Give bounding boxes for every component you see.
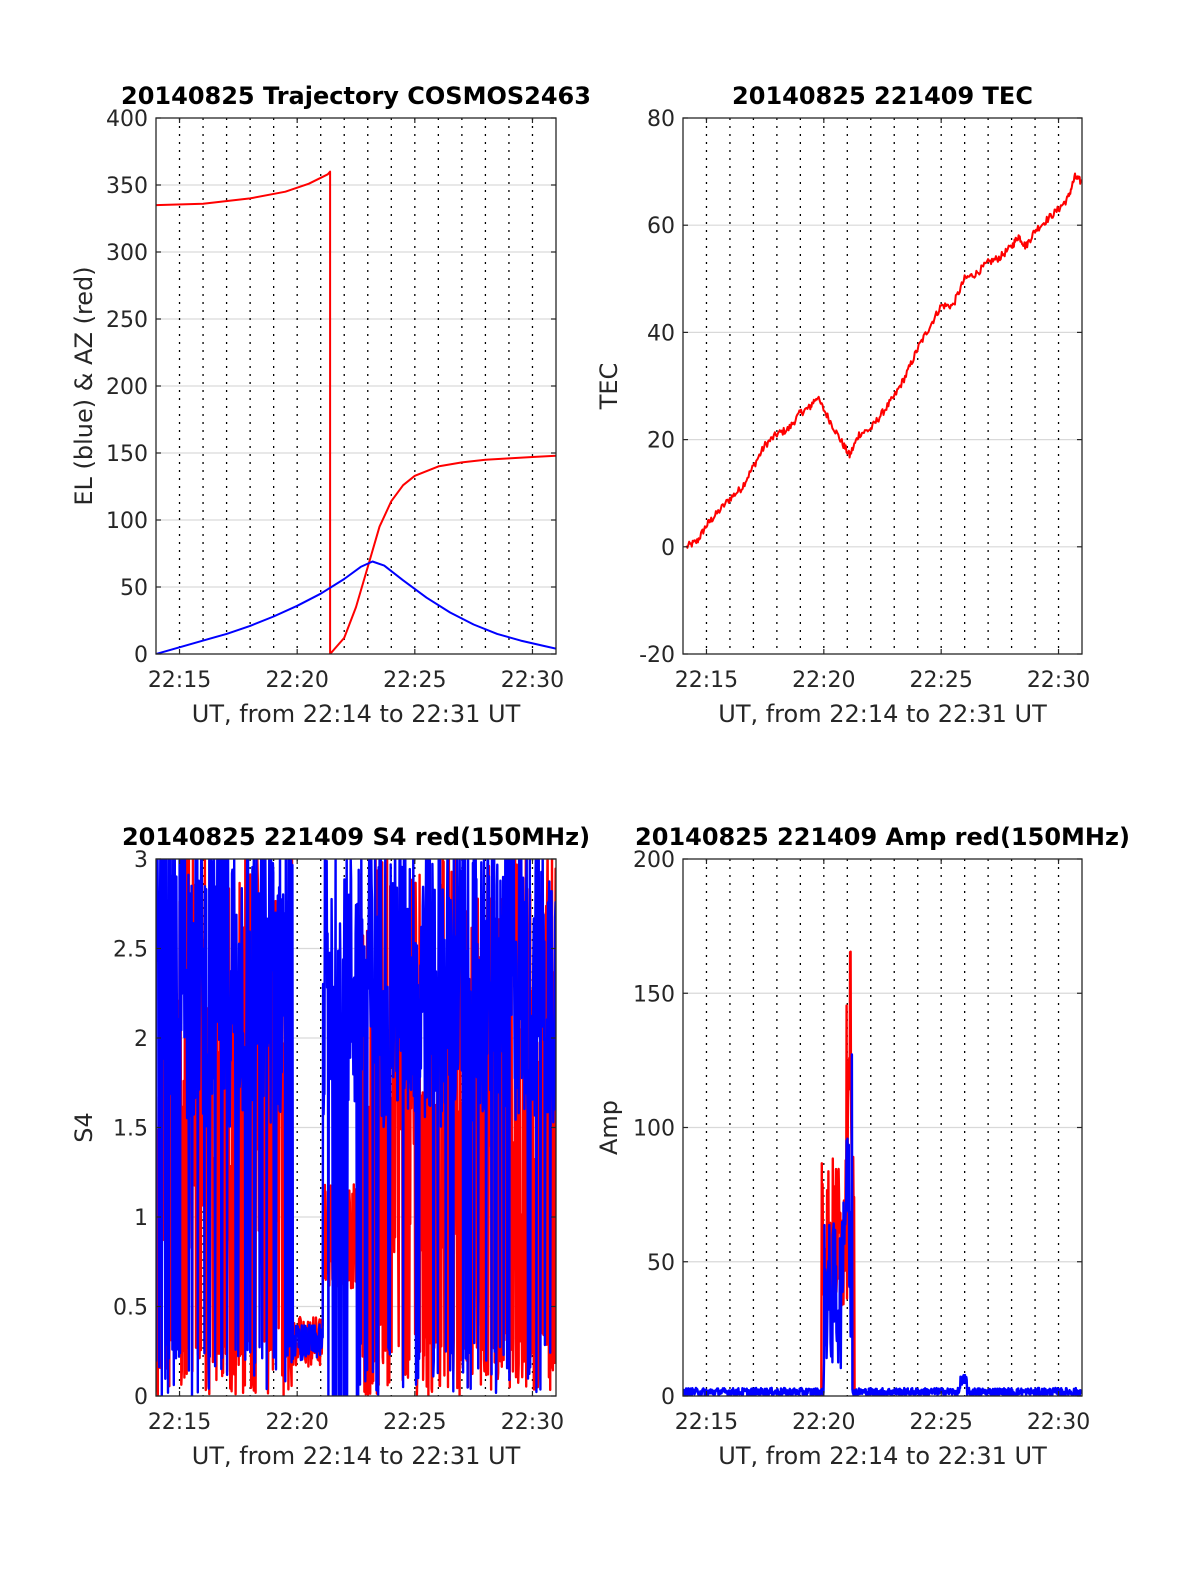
y-tick-label: 1.5 bbox=[113, 1117, 148, 1142]
y-tick-label: 0 bbox=[661, 1385, 675, 1410]
y-tick-label: 0.5 bbox=[113, 1296, 148, 1321]
y-tick-label: 250 bbox=[106, 308, 148, 333]
plot-area bbox=[683, 950, 1082, 1396]
chart-panel-3: 0 0.5 1 1.5 2 2.5 3 22:15 22:20 22:25 22:30 UT, fro… bbox=[70, 823, 590, 1470]
y-tick-label: 1 bbox=[134, 1206, 148, 1231]
chart-title: 20140825 221409 Amp red(150MHz) bbox=[635, 823, 1130, 851]
x-tick-label: 22:30 bbox=[501, 1410, 564, 1435]
chart-panel-4: 0 50 100 150 200 22:15 22:20 22:25 22:30 UT, from… bbox=[595, 823, 1130, 1470]
x-axis-label: UT, from 22:14 to 22:31 UT bbox=[192, 1442, 521, 1470]
y-tick-label: 200 bbox=[106, 375, 148, 400]
y-tick-label: 150 bbox=[106, 442, 148, 467]
y-tick-label: 60 bbox=[647, 214, 675, 239]
y-axis-label: Amp bbox=[595, 1100, 623, 1155]
x-tick-label: 22:15 bbox=[675, 1410, 738, 1435]
series-el bbox=[156, 560, 556, 654]
x-tick-label: 22:30 bbox=[501, 668, 564, 693]
x-tick-label: 22:15 bbox=[148, 1410, 211, 1435]
x-tick-label: 22:20 bbox=[265, 1410, 328, 1435]
plot-area bbox=[156, 170, 556, 654]
x-tick-label: 22:25 bbox=[909, 668, 972, 693]
y-tick-label: 150 bbox=[633, 982, 675, 1007]
plot-area bbox=[685, 172, 1082, 549]
series-az bbox=[156, 170, 556, 654]
chart-panel-1: 0 50 100 150 200 250 300 350 400 22:15 22:20 22:25 2… bbox=[70, 82, 591, 728]
y-tick-label: 0 bbox=[134, 1385, 148, 1410]
y-tick-label: 40 bbox=[647, 321, 675, 346]
y-tick-label: 20 bbox=[647, 429, 675, 454]
y-tick-label: 50 bbox=[120, 576, 148, 601]
axes-box bbox=[682, 117, 1083, 655]
series-amp-red bbox=[820, 950, 856, 1396]
y-tick-label: 100 bbox=[633, 1117, 675, 1142]
chart-title: 20140825 221409 TEC bbox=[732, 82, 1033, 110]
chart-title: 20140825 221409 S4 red(150MHz) bbox=[122, 823, 590, 851]
y-axis-label: S4 bbox=[70, 1112, 98, 1143]
x-tick-label: 22:15 bbox=[675, 668, 738, 693]
x-axis-label: UT, from 22:14 to 22:31 UT bbox=[192, 700, 521, 728]
x-tick-label: 22:15 bbox=[148, 668, 211, 693]
y-axis-label: TEC bbox=[595, 363, 623, 411]
x-tick-label: 22:25 bbox=[909, 1410, 972, 1435]
y-tick-label: 2.5 bbox=[113, 938, 148, 963]
chart-title: 20140825 Trajectory COSMOS2463 bbox=[121, 82, 591, 110]
y-tick-label: -20 bbox=[639, 643, 675, 668]
y-tick-label: 50 bbox=[647, 1251, 675, 1276]
y-tick-label: 300 bbox=[106, 241, 148, 266]
chart-panel-2: -20 0 20 40 60 80 22:15 22:20 22:25 22:30 UT, from… bbox=[595, 82, 1090, 728]
series-s4-blue bbox=[156, 859, 556, 1396]
y-tick-label: 100 bbox=[106, 509, 148, 534]
x-tick-label: 22:25 bbox=[383, 668, 446, 693]
y-tick-label: 350 bbox=[106, 174, 148, 199]
y-axis-label: EL (blue) & AZ (red) bbox=[70, 266, 98, 505]
x-tick-label: 22:20 bbox=[792, 1410, 855, 1435]
y-tick-label: 0 bbox=[661, 536, 675, 561]
series-tec bbox=[685, 172, 1082, 549]
x-tick-label: 22:30 bbox=[1027, 1410, 1090, 1435]
x-axis-label: UT, from 22:14 to 22:31 UT bbox=[718, 1442, 1047, 1470]
x-tick-label: 22:25 bbox=[383, 1410, 446, 1435]
y-tick-label: 2 bbox=[134, 1027, 148, 1052]
y-tick-label: 80 bbox=[647, 107, 675, 132]
x-tick-label: 22:30 bbox=[1027, 668, 1090, 693]
y-tick-label: 400 bbox=[106, 107, 148, 132]
x-tick-label: 22:20 bbox=[792, 668, 855, 693]
y-tick-label: 200 bbox=[633, 848, 675, 873]
x-axis-label: UT, from 22:14 to 22:31 UT bbox=[718, 700, 1047, 728]
y-tick-label: 3 bbox=[134, 848, 148, 873]
series-amp-blue bbox=[683, 1053, 1082, 1396]
x-tick-label: 22:20 bbox=[265, 668, 328, 693]
plot-area bbox=[156, 859, 556, 1396]
y-tick-label: 0 bbox=[134, 643, 148, 668]
